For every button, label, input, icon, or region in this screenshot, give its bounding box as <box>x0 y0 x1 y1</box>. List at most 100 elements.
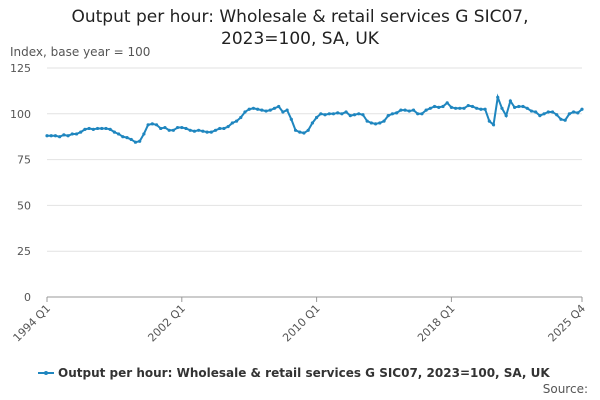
data-point <box>580 107 584 111</box>
data-point <box>395 111 399 115</box>
data-point <box>525 106 529 110</box>
data-point <box>247 107 251 111</box>
data-point <box>420 112 424 116</box>
data-point <box>571 110 576 114</box>
data-point <box>344 110 348 114</box>
data-point <box>230 121 234 125</box>
x-tick-label: 2025 Q4 <box>546 302 589 345</box>
data-point <box>87 126 91 131</box>
data-point <box>150 122 154 126</box>
data-point <box>45 134 49 138</box>
data-point <box>475 106 479 110</box>
data-point <box>251 106 256 110</box>
data-point <box>112 130 117 134</box>
data-point <box>79 130 83 134</box>
data-point <box>163 125 167 130</box>
data-point <box>133 140 138 144</box>
x-tick-label: 2002 Q1 <box>145 302 188 345</box>
data-point <box>293 128 298 132</box>
data-point <box>213 128 218 132</box>
data-point <box>234 119 239 123</box>
data-point <box>83 127 87 131</box>
data-point <box>382 119 386 123</box>
data-point <box>500 106 504 110</box>
data-point <box>74 132 79 136</box>
data-point <box>559 117 563 121</box>
y-axis-label: Index, base year = 100 <box>10 45 150 59</box>
data-point <box>512 105 517 109</box>
data-point <box>268 108 272 112</box>
data-point <box>340 112 344 116</box>
data-point <box>373 122 378 126</box>
data-point <box>365 119 369 123</box>
data-point <box>129 137 133 142</box>
data-point <box>154 123 159 127</box>
data-point <box>108 127 112 131</box>
data-point <box>567 112 571 116</box>
data-point <box>49 134 53 138</box>
data-point <box>521 104 525 109</box>
data-point <box>209 130 213 134</box>
data-point <box>91 127 95 131</box>
data-point <box>491 123 496 127</box>
data-point <box>121 135 125 139</box>
data-point <box>361 113 365 117</box>
data-point <box>517 104 521 109</box>
data-point <box>458 106 462 110</box>
data-point <box>277 104 281 109</box>
data-point <box>53 134 58 138</box>
data-point <box>445 101 449 105</box>
data-point <box>348 114 352 118</box>
data-point <box>298 130 302 134</box>
data-point <box>319 112 323 116</box>
data-point <box>159 126 163 131</box>
data-point <box>529 109 534 113</box>
data-point <box>315 115 319 120</box>
data-point <box>555 113 559 117</box>
data-point <box>62 133 66 137</box>
y-tick-label: 75 <box>17 154 31 167</box>
data-point <box>226 125 230 129</box>
data-point <box>496 95 500 99</box>
x-tick-label: 2010 Q1 <box>280 302 323 345</box>
data-point <box>411 108 416 112</box>
y-tick-label: 125 <box>10 62 31 75</box>
data-point <box>205 130 209 134</box>
data-point <box>454 106 458 110</box>
y-tick-label: 50 <box>17 199 31 212</box>
data-point <box>546 110 550 114</box>
data-point <box>138 139 142 143</box>
data-point <box>188 128 192 132</box>
data-point <box>357 112 361 116</box>
data-point <box>479 107 483 111</box>
data-point <box>403 108 407 112</box>
data-point <box>563 118 567 122</box>
data-point <box>117 132 121 136</box>
data-point <box>487 119 491 123</box>
data-point <box>369 121 373 125</box>
data-point <box>437 105 441 109</box>
data-point <box>201 129 205 133</box>
data-point <box>327 112 331 116</box>
data-point <box>386 114 390 118</box>
data-point <box>306 128 310 132</box>
data-point <box>576 111 580 115</box>
series-line <box>47 93 583 144</box>
data-point <box>239 115 243 120</box>
data-point <box>542 112 546 116</box>
data-point <box>222 126 226 131</box>
data-point <box>58 135 62 139</box>
legend-marker <box>44 371 48 375</box>
data-point <box>192 129 197 133</box>
data-point <box>70 132 74 136</box>
data-point <box>167 128 171 132</box>
data-point <box>264 109 268 113</box>
data-point <box>146 123 150 127</box>
y-tick-label: 100 <box>10 108 31 121</box>
x-tick-label: 1994 Q1 <box>11 302 54 345</box>
source: Source: <box>543 382 588 396</box>
data-point <box>399 108 403 112</box>
data-point <box>538 114 542 118</box>
data-point <box>432 104 437 109</box>
